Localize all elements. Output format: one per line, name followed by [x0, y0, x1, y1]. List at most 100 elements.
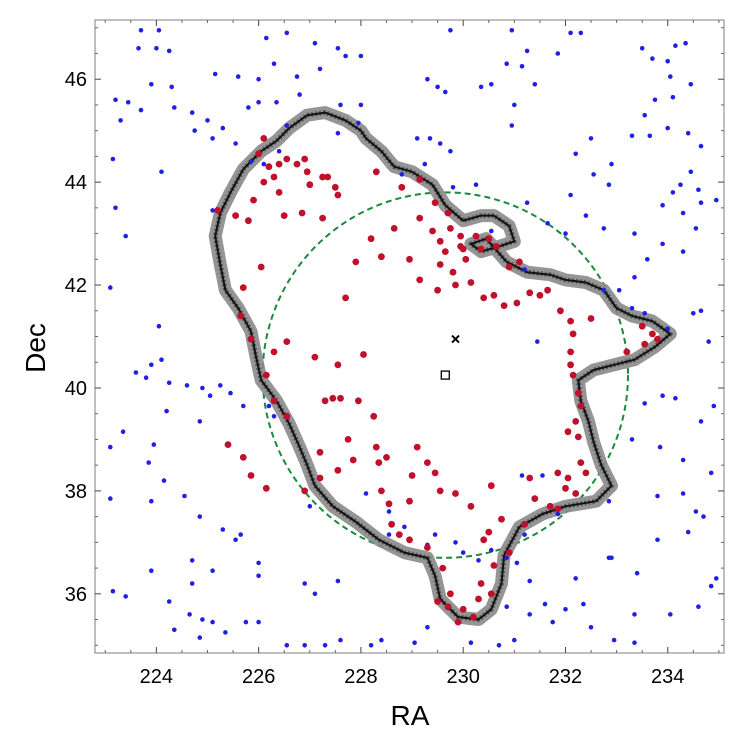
- background-point: [708, 470, 714, 476]
- member-point: [567, 317, 574, 325]
- background-point: [693, 509, 699, 514]
- background-point: [606, 182, 612, 187]
- background-point: [588, 136, 594, 141]
- background-point: [261, 161, 267, 167]
- member-point: [449, 268, 457, 276]
- member-point: [275, 160, 283, 168]
- background-point: [246, 105, 251, 110]
- background-point: [632, 640, 637, 645]
- background-point: [522, 267, 527, 272]
- member-point: [493, 243, 500, 250]
- member-point: [260, 135, 268, 142]
- background-point: [284, 643, 290, 648]
- background-point: [356, 120, 361, 126]
- member-point: [344, 436, 352, 443]
- background-point: [670, 190, 676, 195]
- member-point: [641, 340, 649, 348]
- member-point: [436, 487, 444, 495]
- background-point: [210, 619, 215, 625]
- background-point: [120, 429, 126, 435]
- background-point: [156, 28, 162, 33]
- background-point: [698, 419, 704, 424]
- background-point: [220, 125, 226, 131]
- background-point: [172, 105, 177, 110]
- member-point: [536, 291, 544, 299]
- background-point: [149, 568, 154, 573]
- background-point: [402, 524, 407, 530]
- background-point: [645, 257, 650, 262]
- member-point: [577, 402, 585, 410]
- member-point: [434, 286, 441, 294]
- x-tick-label: 230: [447, 666, 480, 688]
- member-point: [490, 291, 498, 299]
- x-tick-label: 226: [242, 666, 275, 688]
- background-point: [532, 82, 538, 87]
- member-point: [587, 315, 595, 322]
- background-point: [688, 82, 694, 87]
- background-point: [166, 380, 172, 386]
- background-point: [256, 560, 261, 566]
- member-point: [526, 289, 534, 297]
- background-point: [218, 383, 223, 388]
- background-point: [476, 558, 481, 563]
- background-point: [386, 509, 392, 514]
- member-point: [521, 520, 528, 528]
- member-point: [567, 348, 574, 356]
- background-point: [581, 601, 586, 607]
- background-point: [368, 643, 374, 648]
- background-point: [489, 228, 494, 234]
- y-tick-label: 46: [65, 69, 87, 91]
- background-point: [568, 192, 573, 198]
- member-point: [544, 286, 551, 294]
- member-point: [562, 484, 569, 492]
- background-point: [123, 594, 128, 599]
- member-point: [505, 549, 513, 556]
- background-point: [665, 58, 670, 64]
- background-point: [154, 46, 159, 51]
- background-point: [550, 619, 555, 625]
- background-point: [233, 141, 238, 146]
- background-point: [169, 84, 174, 90]
- member-point: [334, 191, 342, 199]
- x-marker-stroke: [451, 334, 460, 344]
- member-point: [214, 207, 222, 214]
- background-point: [680, 491, 686, 496]
- background-point: [284, 123, 290, 128]
- member-point: [569, 371, 577, 379]
- member-point: [516, 258, 523, 266]
- background-point: [535, 339, 540, 344]
- background-point: [632, 612, 637, 617]
- background-point: [386, 532, 392, 537]
- background-point: [149, 498, 154, 504]
- background-point: [540, 473, 545, 478]
- member-point: [572, 490, 580, 497]
- member-point: [567, 361, 574, 369]
- member-point: [467, 279, 475, 286]
- member-point: [293, 160, 301, 168]
- background-point: [412, 640, 417, 645]
- background-point: [256, 100, 261, 105]
- member-point: [459, 605, 467, 613]
- background-point: [696, 604, 701, 609]
- background-point: [655, 537, 660, 543]
- background-point: [573, 576, 578, 581]
- background-point: [701, 514, 706, 519]
- member-point: [378, 487, 385, 495]
- x-marker: [451, 334, 460, 344]
- member-point: [564, 428, 572, 436]
- x-tick-label: 224: [140, 666, 173, 688]
- member-point: [574, 433, 582, 441]
- member-point: [436, 237, 444, 245]
- member-point: [378, 253, 385, 261]
- member-point: [275, 189, 283, 196]
- square-marker: [440, 370, 450, 380]
- member-point: [557, 307, 564, 315]
- background-point: [189, 110, 195, 115]
- background-point: [509, 28, 515, 33]
- background-point: [660, 203, 665, 208]
- background-point: [187, 612, 192, 617]
- background-point: [200, 617, 205, 622]
- background-point: [448, 148, 453, 154]
- member-point: [375, 459, 383, 466]
- background-point: [647, 133, 653, 139]
